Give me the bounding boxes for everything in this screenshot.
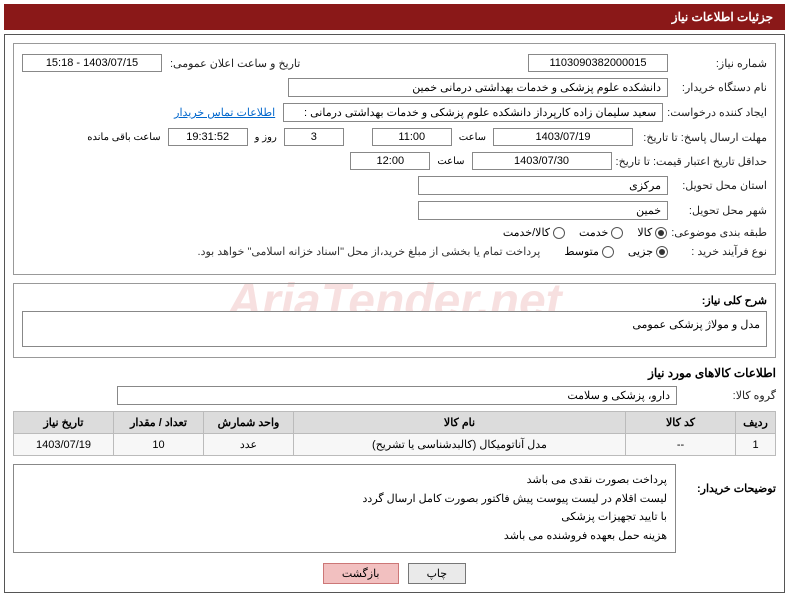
row-price-validity: حداقل تاریخ اعتبار قیمت: تا تاریخ: 1403/…	[22, 152, 767, 170]
th-item-name: نام کالا	[294, 412, 626, 434]
label-hour-1: ساعت	[459, 132, 486, 143]
subject-radio-group: کالا خدمت کالا/خدمت	[503, 226, 667, 239]
label-days-and: روز و	[255, 132, 277, 143]
label-goods-group: گروه کالا:	[681, 389, 776, 402]
label-buyer-notes: توضیحات خریدار:	[676, 464, 776, 495]
row-need-no: شماره نیاز: 1103090382000015 تاریخ و ساع…	[22, 54, 767, 72]
label-general-desc: شرح کلی نیاز:	[22, 294, 767, 307]
details-panel: شماره نیاز: 1103090382000015 تاریخ و ساع…	[13, 43, 776, 275]
contact-link[interactable]: اطلاعات تماس خریدار	[174, 106, 275, 119]
radio-label-service: خدمت	[579, 226, 608, 239]
row-province: استان محل تحویل: مرکزی	[22, 176, 767, 195]
field-general-desc: مدل و مولاژ پزشکی عمومی	[22, 311, 767, 347]
row-purchase-type: نوع فرآیند خرید : جزیی متوسط پرداخت تمام…	[22, 245, 767, 258]
field-validity-time: 12:00	[350, 152, 430, 170]
field-reply-time: 11:00	[372, 128, 452, 146]
radio-item-medium[interactable]: متوسط	[564, 245, 614, 258]
field-goods-group: دارو، پزشکی و سلامت	[117, 386, 677, 405]
th-unit: واحد شمارش	[204, 412, 294, 434]
page-header: جزئیات اطلاعات نیاز	[4, 4, 785, 30]
radio-item-minor[interactable]: جزیی	[628, 245, 668, 258]
radio-item-both[interactable]: کالا/خدمت	[503, 226, 565, 239]
table-row: 1 -- مدل آناتومیکال (کالبدشناسی یا تشریح…	[14, 434, 776, 456]
label-subject-cat: طبقه بندی موضوعی:	[671, 226, 767, 239]
buyer-notes-row: توضیحات خریدار: پرداخت بصورت نقدی می باش…	[13, 464, 776, 553]
field-province: مرکزی	[418, 176, 668, 195]
radio-goods[interactable]	[655, 227, 667, 239]
field-countdown: 19:31:52	[168, 128, 248, 146]
field-requester: سعید سلیمان زاده کارپرداز دانشکده علوم پ…	[283, 103, 663, 122]
row-buyer-org: نام دستگاه خریدار: دانشکده علوم پزشکی و …	[22, 78, 767, 97]
th-need-date: تاریخ نیاز	[14, 412, 114, 434]
row-requester: ایجاد کننده درخواست: سعید سلیمان زاده کا…	[22, 103, 767, 122]
radio-label-goods: کالا	[637, 226, 652, 239]
field-days: 3	[284, 128, 344, 146]
field-announce-dt: 1403/07/15 - 15:18	[22, 54, 162, 72]
radio-service[interactable]	[611, 227, 623, 239]
buyer-note-line: لیست اقلام در لیست پیوست پیش فاکتور بصور…	[22, 490, 667, 509]
radio-label-medium: متوسط	[564, 245, 599, 258]
purchase-radio-group: جزیی متوسط	[564, 245, 668, 258]
th-item-code: کد کالا	[626, 412, 736, 434]
field-city: خمین	[418, 201, 668, 220]
label-requester: ایجاد کننده درخواست:	[667, 106, 767, 119]
buyer-note-line: هزینه حمل بعهده فروشنده می باشد	[22, 527, 667, 546]
radio-minor[interactable]	[656, 246, 668, 258]
row-city: شهر محل تحویل: خمین	[22, 201, 767, 220]
field-need-no: 1103090382000015	[528, 54, 668, 72]
label-announce-dt: تاریخ و ساعت اعلان عمومی:	[170, 57, 300, 70]
label-hour-2: ساعت	[437, 156, 464, 167]
description-panel: شرح کلی نیاز: مدل و مولاژ پزشکی عمومی	[13, 283, 776, 358]
label-buyer-org: نام دستگاه خریدار:	[672, 81, 767, 94]
radio-both[interactable]	[553, 227, 565, 239]
label-purchase-type: نوع فرآیند خرید :	[672, 245, 767, 258]
td-row-no: 1	[736, 434, 776, 456]
field-reply-date: 1403/07/19	[493, 128, 633, 146]
row-subject-cat: طبقه بندی موضوعی: کالا خدمت کالا/خدمت	[22, 226, 767, 239]
th-row-no: ردیف	[736, 412, 776, 434]
payment-note: پرداخت تمام یا بخشی از مبلغ خرید،از محل …	[198, 245, 541, 258]
label-reply-deadline: مهلت ارسال پاسخ: تا تاریخ:	[637, 131, 767, 144]
td-need-date: 1403/07/19	[14, 434, 114, 456]
field-buyer-notes: پرداخت بصورت نقدی می باشد لیست اقلام در …	[13, 464, 676, 553]
radio-label-both: کالا/خدمت	[503, 226, 550, 239]
field-buyer-org: دانشکده علوم پزشکی و خدمات بهداشتی درمان…	[288, 78, 668, 97]
th-qty: تعداد / مقدار	[114, 412, 204, 434]
back-button[interactable]: بازگشت	[323, 563, 399, 584]
label-remaining: ساعت باقی مانده	[87, 132, 160, 143]
row-reply-deadline: مهلت ارسال پاسخ: تا تاریخ: 1403/07/19 سا…	[22, 128, 767, 146]
field-validity-date: 1403/07/30	[472, 152, 612, 170]
table-header-row: ردیف کد کالا نام کالا واحد شمارش تعداد /…	[14, 412, 776, 434]
buyer-note-line: پرداخت بصورت نقدی می باشد	[22, 471, 667, 490]
radio-medium[interactable]	[602, 246, 614, 258]
items-section-title: اطلاعات کالاهای مورد نیاز	[13, 366, 776, 380]
radio-item-service[interactable]: خدمت	[579, 226, 623, 239]
print-button[interactable]: چاپ	[408, 563, 467, 584]
td-unit: عدد	[204, 434, 294, 456]
label-price-validity: حداقل تاریخ اعتبار قیمت: تا تاریخ:	[616, 155, 767, 168]
label-city: شهر محل تحویل:	[672, 204, 767, 217]
items-table: ردیف کد کالا نام کالا واحد شمارش تعداد /…	[13, 411, 776, 456]
td-item-name: مدل آناتومیکال (کالبدشناسی یا تشریح)	[294, 434, 626, 456]
label-need-no: شماره نیاز:	[672, 57, 767, 70]
td-item-code: --	[626, 434, 736, 456]
radio-label-minor: جزیی	[628, 245, 653, 258]
row-goods-group: گروه کالا: دارو، پزشکی و سلامت	[13, 386, 776, 405]
td-qty: 10	[114, 434, 204, 456]
main-container: شماره نیاز: 1103090382000015 تاریخ و ساع…	[4, 34, 785, 593]
buyer-note-line: با تایید تجهیزات پزشکی	[22, 508, 667, 527]
radio-item-goods[interactable]: کالا	[637, 226, 667, 239]
label-province: استان محل تحویل:	[672, 179, 767, 192]
button-row: چاپ بازگشت	[13, 563, 776, 584]
